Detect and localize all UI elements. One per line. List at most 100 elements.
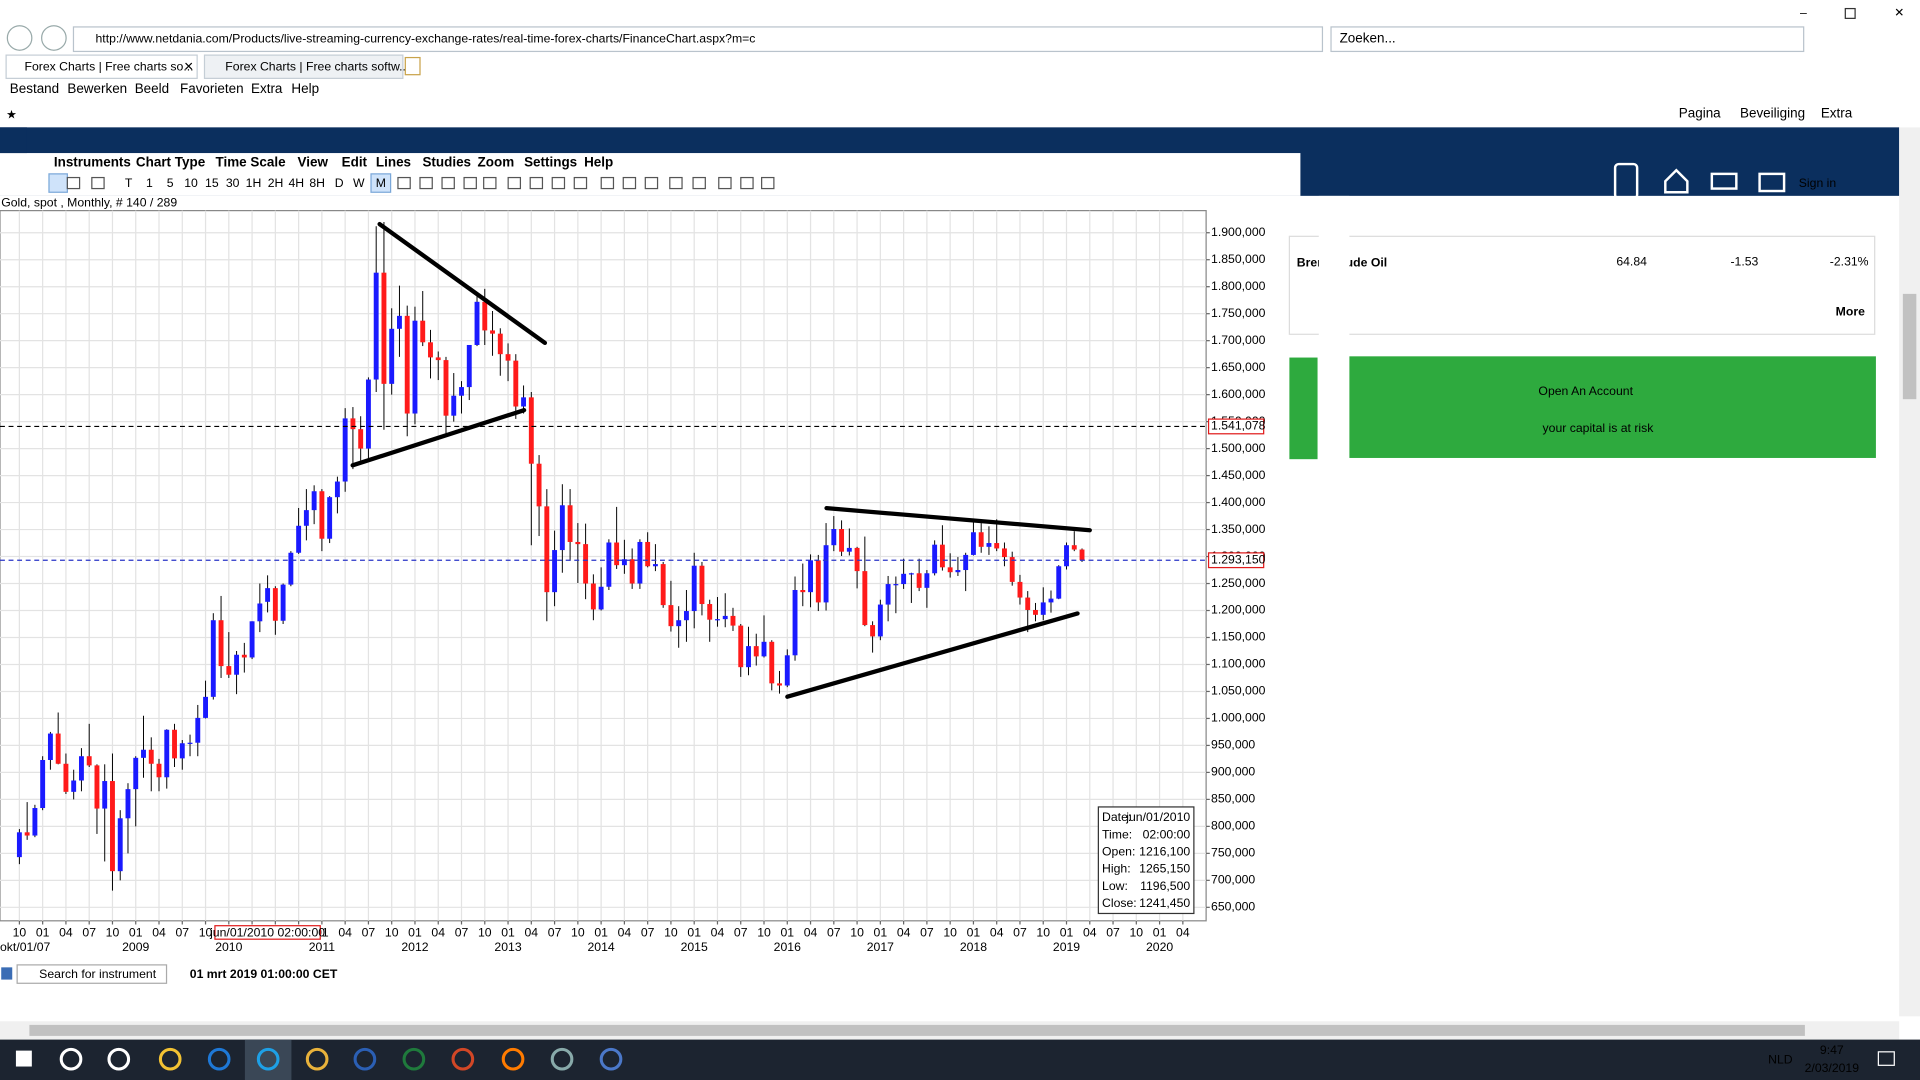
tool-icon[interactable]: [600, 176, 615, 190]
candle-body: [963, 554, 969, 571]
chart-menu-item[interactable]: Studies: [422, 154, 471, 169]
tool-icon[interactable]: [551, 176, 566, 190]
taskbar-app[interactable]: [599, 1047, 623, 1071]
chart-menu-item[interactable]: Zoom: [478, 154, 515, 169]
chart-menu-item[interactable]: Chart Type: [136, 154, 206, 169]
tool-icon[interactable]: [692, 176, 706, 190]
command-item[interactable]: Extra: [1821, 105, 1853, 120]
tool-icon[interactable]: [507, 176, 522, 190]
favorites-star[interactable]: ★: [6, 107, 17, 121]
taskbar-app[interactable]: [501, 1047, 525, 1071]
chart-menu-item[interactable]: Instruments: [54, 154, 131, 169]
forward-button[interactable]: [41, 25, 67, 51]
search-box[interactable]: [1330, 26, 1805, 53]
taskbar-app[interactable]: [207, 1047, 231, 1071]
mobile-icon[interactable]: [1613, 162, 1639, 200]
tool-icon[interactable]: [397, 176, 411, 190]
timeframe[interactable]: 5: [167, 176, 174, 190]
command-item[interactable]: Beveiliging: [1740, 105, 1805, 120]
timeframe[interactable]: W: [353, 176, 365, 190]
tool-icon[interactable]: [622, 176, 637, 190]
taskbar-app[interactable]: [59, 1047, 83, 1071]
menu-item[interactable]: Help: [291, 81, 319, 96]
taskbar-app[interactable]: [353, 1047, 377, 1071]
taskbar-app[interactable]: [451, 1047, 475, 1071]
timeframe[interactable]: 10: [184, 176, 198, 190]
tool-icon[interactable]: [91, 176, 105, 190]
menu-item[interactable]: Extra: [251, 81, 283, 96]
tool-icon[interactable]: [529, 176, 544, 190]
tool-icon[interactable]: [761, 176, 775, 190]
chart-menu-item[interactable]: View: [298, 154, 329, 169]
tool-icon[interactable]: [66, 176, 81, 190]
timeframe[interactable]: 1H: [246, 176, 262, 190]
chart-menu-item[interactable]: Settings: [524, 154, 577, 169]
tool-icon[interactable]: [483, 176, 497, 190]
tab-active[interactable]: [5, 54, 198, 79]
more-link[interactable]: More: [1836, 304, 1865, 318]
taskbar-app[interactable]: [107, 1047, 131, 1071]
tab-close[interactable]: ✕: [184, 60, 194, 74]
chart-menu-item[interactable]: Edit: [342, 154, 368, 169]
tool-icon[interactable]: [573, 176, 588, 190]
mail-icon[interactable]: [1758, 172, 1786, 193]
timeframe[interactable]: 2H: [268, 176, 284, 190]
tool-icon[interactable]: [644, 176, 659, 190]
new-tab[interactable]: [404, 56, 421, 76]
tool-icon[interactable]: [463, 176, 477, 190]
close[interactable]: ✕: [1894, 6, 1904, 20]
timeframe[interactable]: 4H: [289, 176, 305, 190]
menu-item[interactable]: Bewerken: [67, 81, 127, 96]
instrument-icon[interactable]: [1, 967, 13, 980]
address-bar[interactable]: [72, 26, 1324, 53]
timeframe[interactable]: 1: [146, 176, 153, 190]
plot-area: [0, 210, 1207, 922]
tool-icon[interactable]: [669, 176, 683, 190]
notifications[interactable]: [1877, 1051, 1895, 1066]
taskbar-app[interactable]: [256, 1047, 280, 1071]
candle-body: [110, 781, 115, 872]
minimize[interactable]: –: [1800, 6, 1807, 20]
taskbar-app[interactable]: [305, 1047, 329, 1071]
timeframe[interactable]: 30: [226, 176, 240, 190]
taskbar-app[interactable]: [158, 1047, 182, 1071]
cta-sliver: [1289, 357, 1318, 460]
command-item[interactable]: Pagina: [1679, 105, 1721, 120]
tab[interactable]: [203, 54, 404, 79]
candle-body: [839, 529, 845, 552]
timeframe[interactable]: M: [376, 176, 386, 190]
taskbar-app[interactable]: [550, 1047, 574, 1071]
print-icon[interactable]: [1710, 172, 1738, 190]
language[interactable]: NLD: [1768, 1053, 1793, 1067]
v-scroll-thumb[interactable]: [1902, 293, 1917, 400]
timeframe-selected[interactable]: [370, 173, 392, 193]
home-icon[interactable]: [1664, 168, 1689, 194]
chart-menu-item[interactable]: Help: [584, 154, 613, 169]
chart-menu-item[interactable]: Time Scale: [216, 154, 287, 169]
tool-icon[interactable]: [740, 176, 754, 190]
sign-in[interactable]: Sign in: [1799, 176, 1837, 190]
clock-date[interactable]: 2/03/2019: [1805, 1061, 1860, 1075]
back-button[interactable]: [6, 25, 33, 51]
candle-body: [265, 588, 271, 602]
cta-button[interactable]: [1349, 356, 1876, 458]
v-scrollbar[interactable]: [1899, 127, 1920, 1017]
taskbar-app[interactable]: [402, 1047, 426, 1071]
menu-item[interactable]: Bestand: [10, 81, 59, 96]
tool-icon[interactable]: [718, 176, 732, 190]
menu-item[interactable]: Favorieten: [180, 81, 244, 96]
tool-icon[interactable]: [419, 176, 433, 190]
clock-time[interactable]: 9:47: [1820, 1043, 1844, 1057]
instrument-search[interactable]: [16, 964, 168, 984]
timeframe[interactable]: 15: [205, 176, 219, 190]
h-scroll-thumb[interactable]: [29, 1024, 1805, 1036]
chart-menu-item[interactable]: Lines: [376, 154, 411, 169]
timeframe[interactable]: T: [125, 176, 133, 190]
restore[interactable]: [1844, 7, 1856, 19]
timeframe[interactable]: 8H: [309, 176, 325, 190]
tool-button[interactable]: [48, 173, 68, 193]
start-button[interactable]: [15, 1050, 32, 1067]
tool-icon[interactable]: [441, 176, 455, 190]
menu-item[interactable]: Beeld: [135, 81, 169, 96]
timeframe[interactable]: D: [335, 176, 344, 190]
